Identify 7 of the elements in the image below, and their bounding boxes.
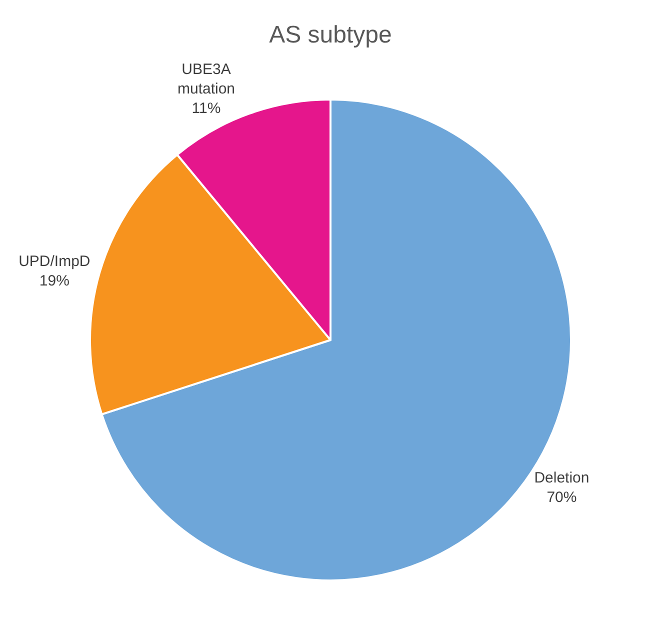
slice-label: UPD/ImpD [18,253,90,270]
data-label: 19% [39,272,70,290]
data-label: 11% [192,100,221,117]
data-label: 70% [546,488,577,506]
slice-label: Deletion [534,469,590,486]
slice-label: UBE3A mutation [177,60,236,98]
chart-title: AS subtype [269,21,392,48]
